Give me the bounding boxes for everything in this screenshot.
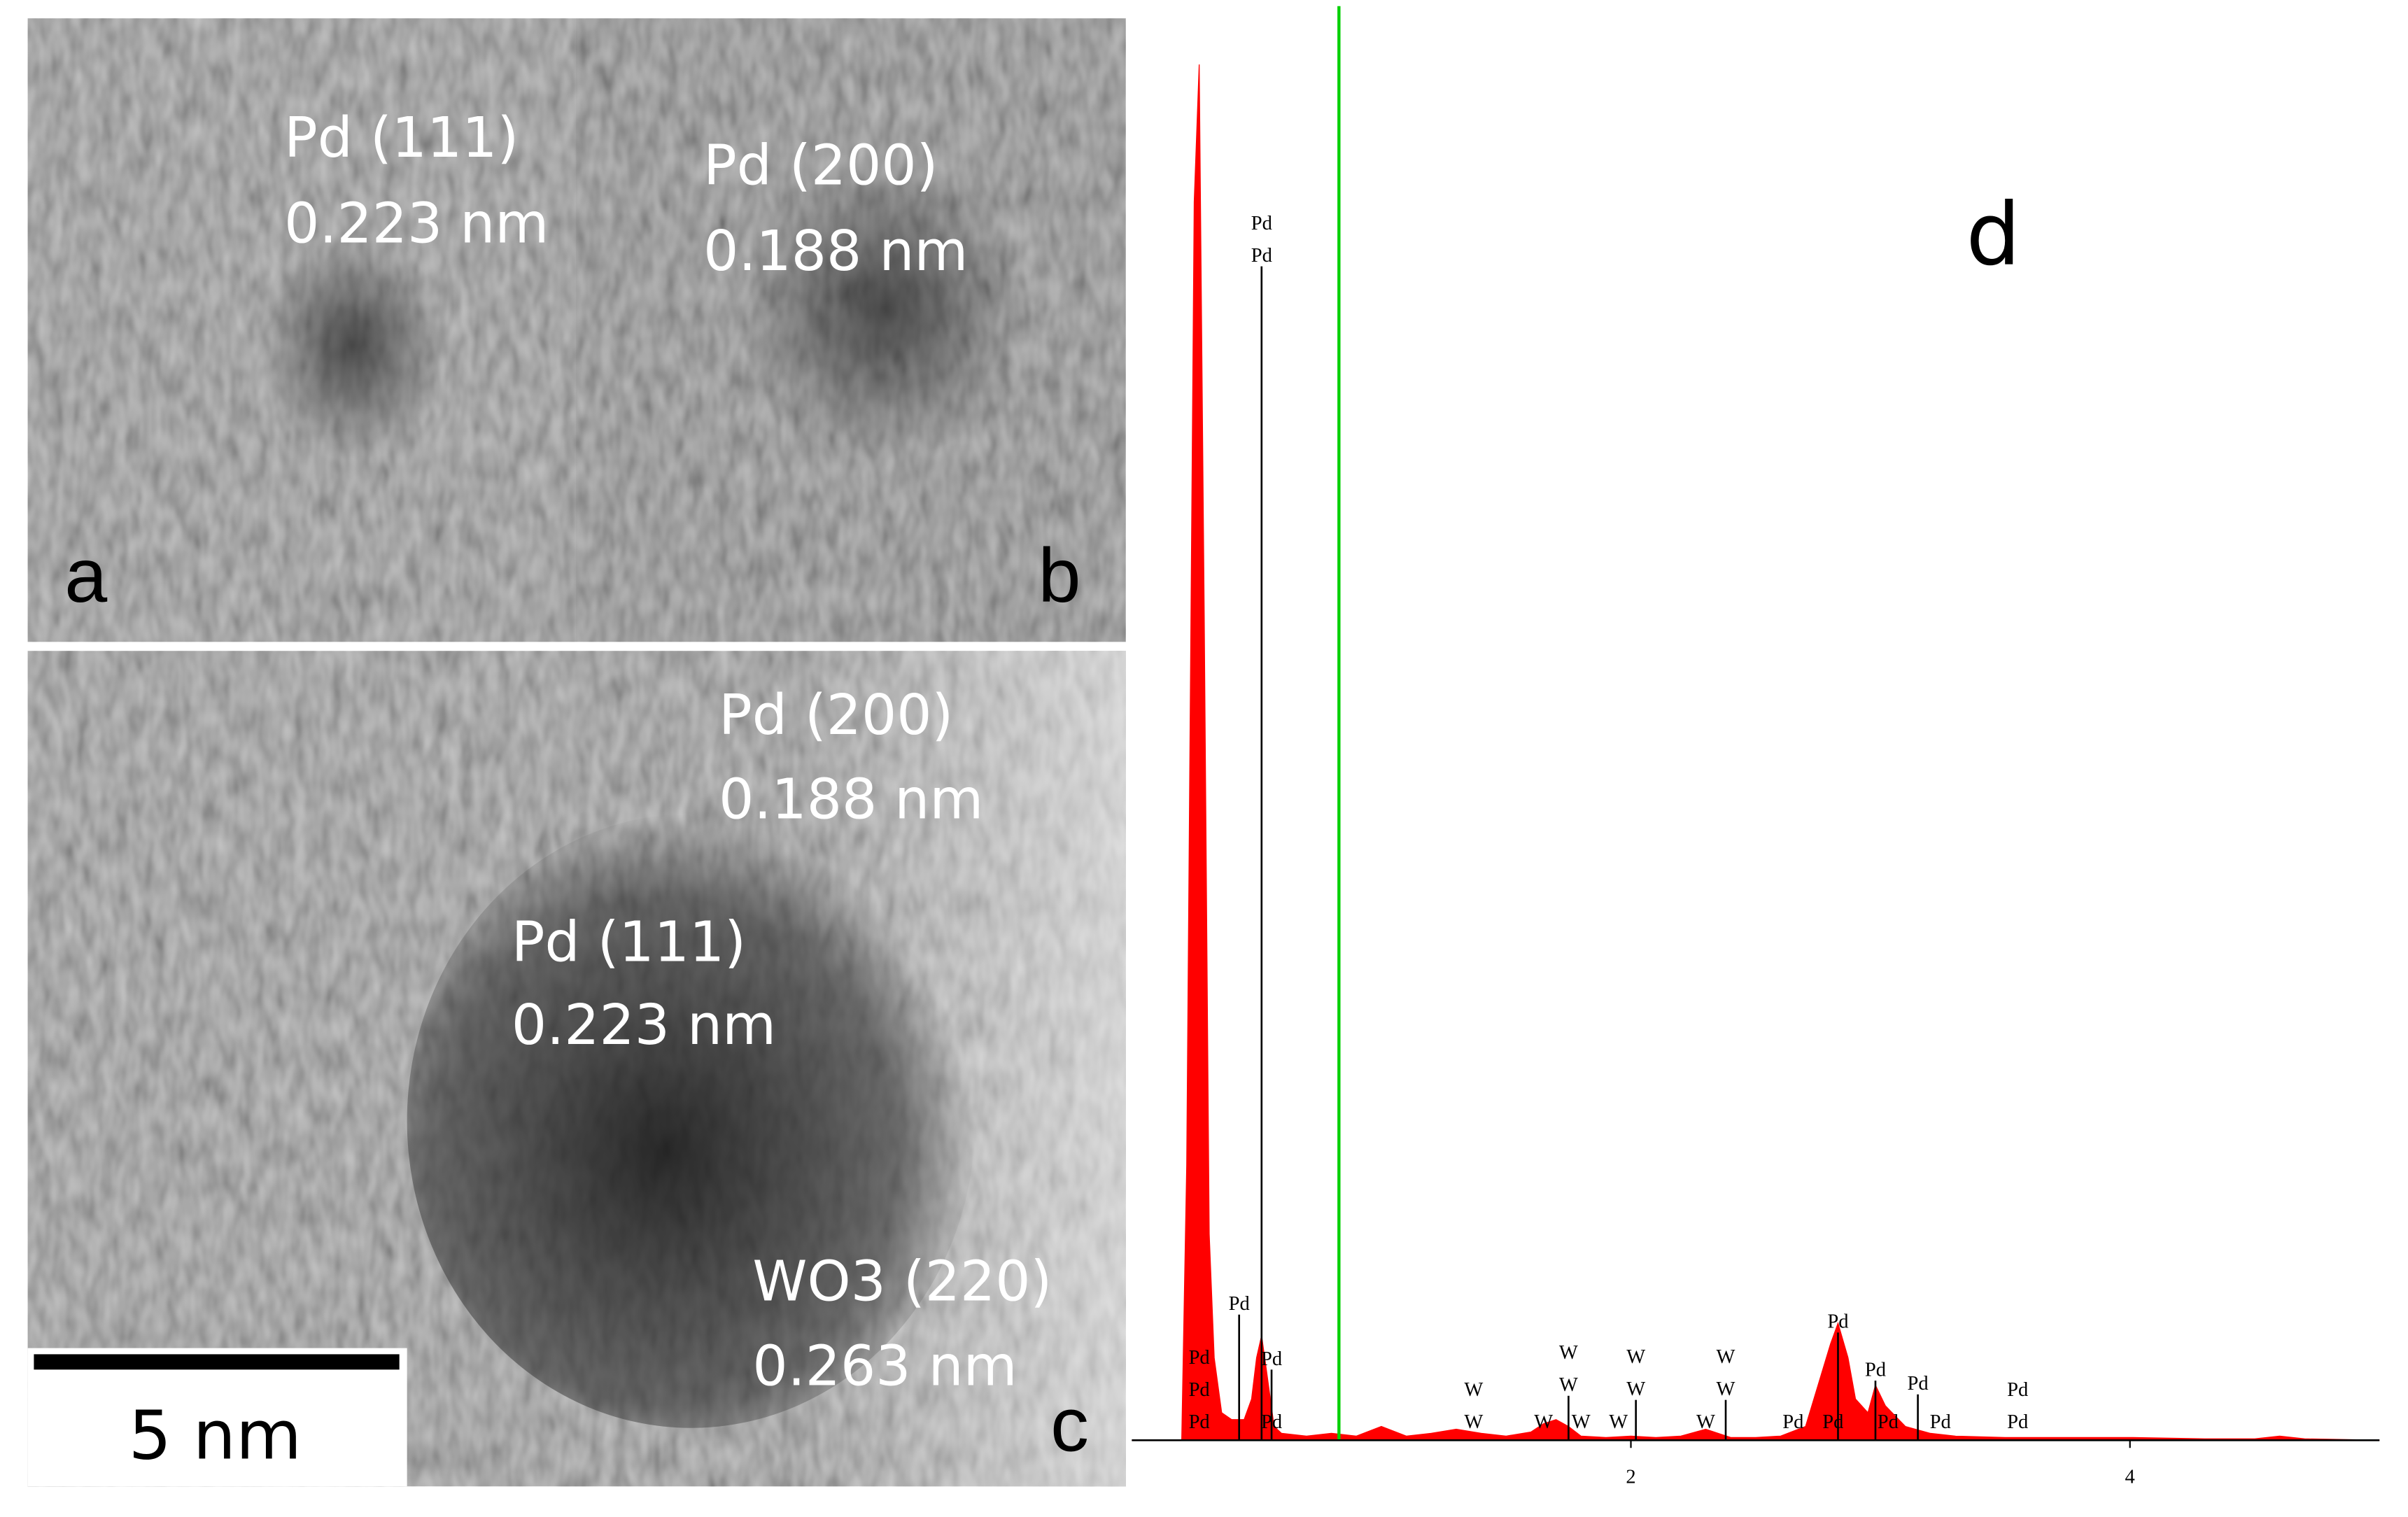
peak-label: Pd — [1189, 1347, 1210, 1369]
annotation: Pd (200) — [719, 683, 953, 747]
peak-label: Pd — [1189, 1379, 1210, 1401]
annotation: WO3 (220) — [752, 1250, 1052, 1314]
peak-label: Pd — [1827, 1311, 1848, 1333]
peak-label: W — [1534, 1411, 1553, 1433]
panel-label: a — [64, 533, 108, 619]
peak-label: Pd — [1251, 245, 1272, 267]
particle — [407, 813, 976, 1428]
x-tick-label: 2 — [1626, 1467, 1635, 1488]
annotation: Pd (111) — [284, 106, 519, 170]
annotation: 0.188 nm — [719, 768, 983, 832]
peak-label: W — [1626, 1346, 1645, 1368]
peak-label: Pd — [1251, 213, 1272, 234]
peak-label: W — [1559, 1374, 1578, 1396]
peak-label: Pd — [1908, 1373, 1929, 1395]
peak-label: W — [1626, 1378, 1645, 1400]
x-tick-label: 4 — [2125, 1467, 2135, 1488]
annotation: 0.263 nm — [752, 1334, 1017, 1398]
peak-label: W — [1464, 1379, 1483, 1401]
peak-label: Pd — [1229, 1293, 1250, 1315]
peak-label: Pd — [1930, 1411, 1951, 1433]
peak-label: Pd — [1822, 1411, 1843, 1433]
annotation: 0.223 nm — [284, 192, 549, 256]
peak-label: Pd — [2007, 1379, 2028, 1401]
panel-b: Pd (200) 0.188 nm b — [576, 18, 1126, 642]
scale-label: 5 nm — [129, 1396, 302, 1475]
panel-label: c — [1050, 1383, 1089, 1468]
peak-label: W — [1696, 1411, 1715, 1433]
annotation: Pd (111) — [512, 910, 746, 975]
peak-label: Pd — [2007, 1411, 2028, 1433]
particle — [737, 153, 1029, 461]
peak-label: Pd — [1189, 1411, 1210, 1433]
panel-label: b — [1038, 533, 1081, 619]
panel-label: d — [1966, 184, 2020, 284]
scale-bar — [34, 1354, 400, 1370]
annotation: 0.188 nm — [703, 219, 968, 283]
particle — [261, 230, 446, 461]
annotation: 0.223 nm — [512, 993, 776, 1057]
peak-label: W — [1717, 1346, 1735, 1368]
peak-label: W — [1609, 1411, 1628, 1433]
scale-box — [27, 1348, 407, 1487]
peak-label: Pd — [1878, 1411, 1899, 1433]
peak-label: W — [1559, 1342, 1578, 1364]
peak-label: Pd — [1865, 1360, 1886, 1381]
annotation: Pd (200) — [703, 133, 938, 197]
spectrum-area — [1132, 64, 2380, 1441]
peak-label: W — [1572, 1411, 1591, 1433]
panel-c: Pd (200) 0.188 nm Pd (111) 0.223 nm WO3 … — [27, 651, 1126, 1487]
peak-label: Pd — [1261, 1348, 1282, 1370]
peak-label: W — [1717, 1378, 1735, 1400]
panel-a: Pd (111) 0.223 nm a — [27, 18, 577, 642]
peak-label: Pd — [1782, 1411, 1803, 1433]
peak-label: W — [1464, 1411, 1483, 1433]
